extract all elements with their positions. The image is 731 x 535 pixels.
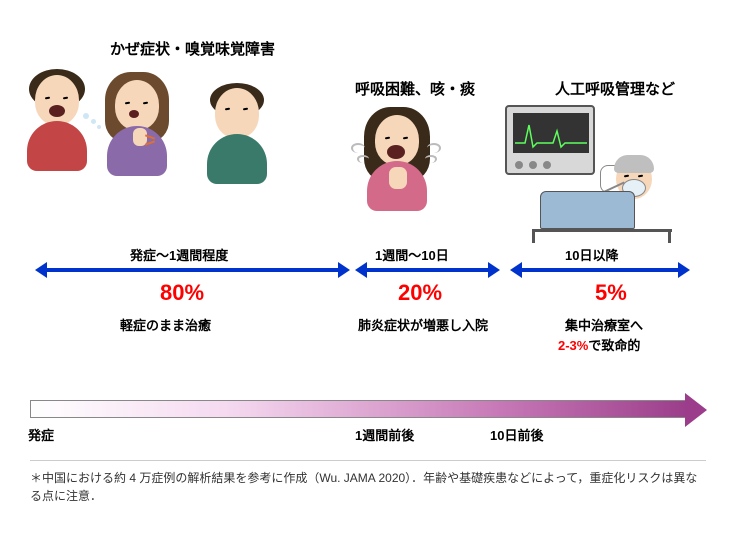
mild-person-3 (215, 88, 275, 188)
outcome-mild: 軽症のまま治癒 (120, 315, 211, 334)
arrow-severe (520, 268, 680, 272)
outcome-severe: 集中治療室へ (565, 315, 643, 334)
timeline-tick-10days: 10日前後 (490, 425, 543, 444)
mild-person-1 (35, 75, 95, 175)
percent-moderate: 20% (398, 280, 442, 306)
stage-moderate-title: 呼吸困難、咳・痰 (355, 78, 475, 99)
percent-mild: 80% (160, 280, 204, 306)
fatal-text: で致命的 (588, 338, 640, 353)
stage-severe-title: 人工呼吸管理など (555, 78, 675, 99)
arrow-moderate (365, 268, 490, 272)
period-mild: 発症〜1週間程度 (130, 245, 228, 264)
period-severe: 10日以降 (565, 245, 618, 264)
footnote: ＊中国における約 4 万症例の解析結果を参考に作成（Wu. JAMA 2020）… (30, 460, 706, 505)
moderate-person (375, 115, 435, 215)
timeline-tick-1week: 1週間前後 (355, 425, 414, 444)
percent-severe: 5% (595, 280, 627, 306)
fatal-percent: 2-3% (558, 338, 588, 353)
arrow-mild (45, 268, 340, 272)
timeline-start: 発症 (28, 425, 54, 444)
outcome-moderate: 肺炎症状が増悪し入院 (358, 315, 488, 334)
covid-progression-infographic: かぜ症状・嗅覚味覚障害 呼吸困難、咳・痰 人工呼吸管理など (0, 0, 731, 535)
mild-person-2 (115, 80, 175, 180)
outcome-fatal: 2-3%で致命的 (558, 335, 640, 354)
timeline-axis (30, 400, 690, 418)
period-moderate: 1週間〜10日 (375, 245, 449, 264)
stage-mild-title: かぜ症状・嗅覚味覚障害 (110, 38, 275, 59)
